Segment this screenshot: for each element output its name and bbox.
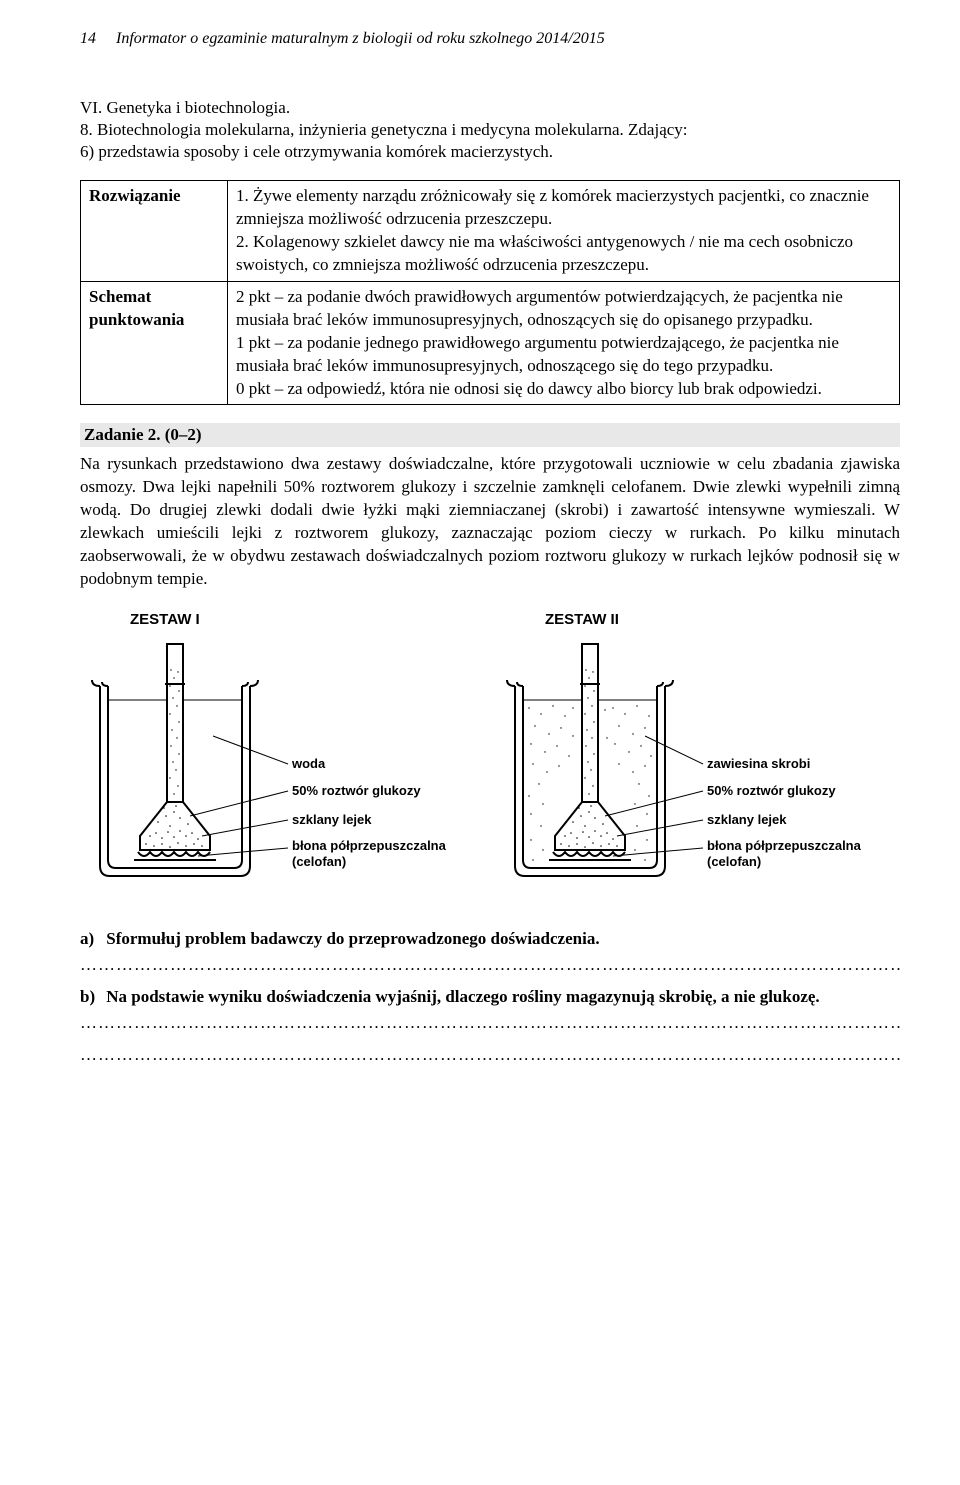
- section-line: 6) przedstawia sposoby i cele otrzymywan…: [80, 142, 900, 162]
- figure-title: ZESTAW I: [80, 611, 485, 628]
- page-header: 14 Informator o egzaminie maturalnym z b…: [80, 30, 900, 48]
- label-lejek: szklany lejek: [707, 812, 787, 827]
- figure-zestaw-2: ZESTAW II: [495, 611, 900, 901]
- question-b: b) Na podstawie wyniku doświadczenia wyj…: [80, 987, 900, 1007]
- figure-row: ZESTAW I: [80, 611, 900, 901]
- question-a: a) Sformułuj problem badawczy do przepro…: [80, 929, 900, 949]
- question-letter: b): [80, 987, 102, 1007]
- label-membrane-b: (celofan): [707, 854, 761, 869]
- label-glukoza: 50% roztwór glukozy: [707, 783, 836, 798]
- label-woda: woda: [291, 756, 326, 771]
- label-glukoza: 50% roztwór glukozy: [292, 783, 421, 798]
- label-membrane-b: (celofan): [292, 854, 346, 869]
- label-skrobi: zawiesina skrobi: [707, 756, 810, 771]
- page-number: 14: [80, 30, 96, 47]
- task-title: Zadanie 2. (0–2): [80, 423, 900, 447]
- answer-line: ……………………………………………………………………………………………………………: [80, 1013, 900, 1033]
- cell-label: Rozwiązanie: [81, 181, 228, 282]
- table-row: Rozwiązanie 1. Żywe elementy narządu zró…: [81, 181, 900, 282]
- task-body: Na rysunkach przedstawiono dwa zestawy d…: [80, 453, 900, 591]
- figure-title: ZESTAW II: [495, 611, 900, 628]
- question-text: Sformułuj problem badawczy do przeprowad…: [106, 929, 599, 948]
- section-roman: VI. Genetyka i biotechnologia.: [80, 98, 900, 118]
- question-text: Na podstawie wyniku doświadczenia wyjaśn…: [106, 987, 819, 1006]
- question-letter: a): [80, 929, 102, 949]
- label-membrane-a: błona półprzepuszczalna: [707, 838, 862, 853]
- cell-content: 1. Żywe elementy narządu zróżnicowały si…: [228, 181, 900, 282]
- cell-content: 2 pkt – za podanie dwóch prawidłowych ar…: [228, 281, 900, 405]
- page: 14 Informator o egzaminie maturalnym z b…: [0, 0, 960, 1485]
- figure-zestaw-1: ZESTAW I: [80, 611, 485, 901]
- diagram-svg: zawiesina skrobi 50% roztwór glukozy szk…: [495, 636, 900, 896]
- cell-label: Schemat punktowania: [81, 281, 228, 405]
- diagram-svg: woda 50% roztwór glukozy szklany lejek b…: [80, 636, 485, 896]
- answer-line: ……………………………………………………………………………………………………………: [80, 955, 900, 975]
- answer-line: ……………………………………………………………………………………………………………: [80, 1045, 900, 1065]
- header-text: Informator o egzaminie maturalnym z biol…: [116, 30, 605, 47]
- solution-table: Rozwiązanie 1. Żywe elementy narządu zró…: [80, 180, 900, 405]
- label-membrane-a: błona półprzepuszczalna: [292, 838, 447, 853]
- section-sub: 8. Biotechnologia molekularna, inżynieri…: [80, 120, 900, 140]
- table-row: Schemat punktowania 2 pkt – za podanie d…: [81, 281, 900, 405]
- label-lejek: szklany lejek: [292, 812, 372, 827]
